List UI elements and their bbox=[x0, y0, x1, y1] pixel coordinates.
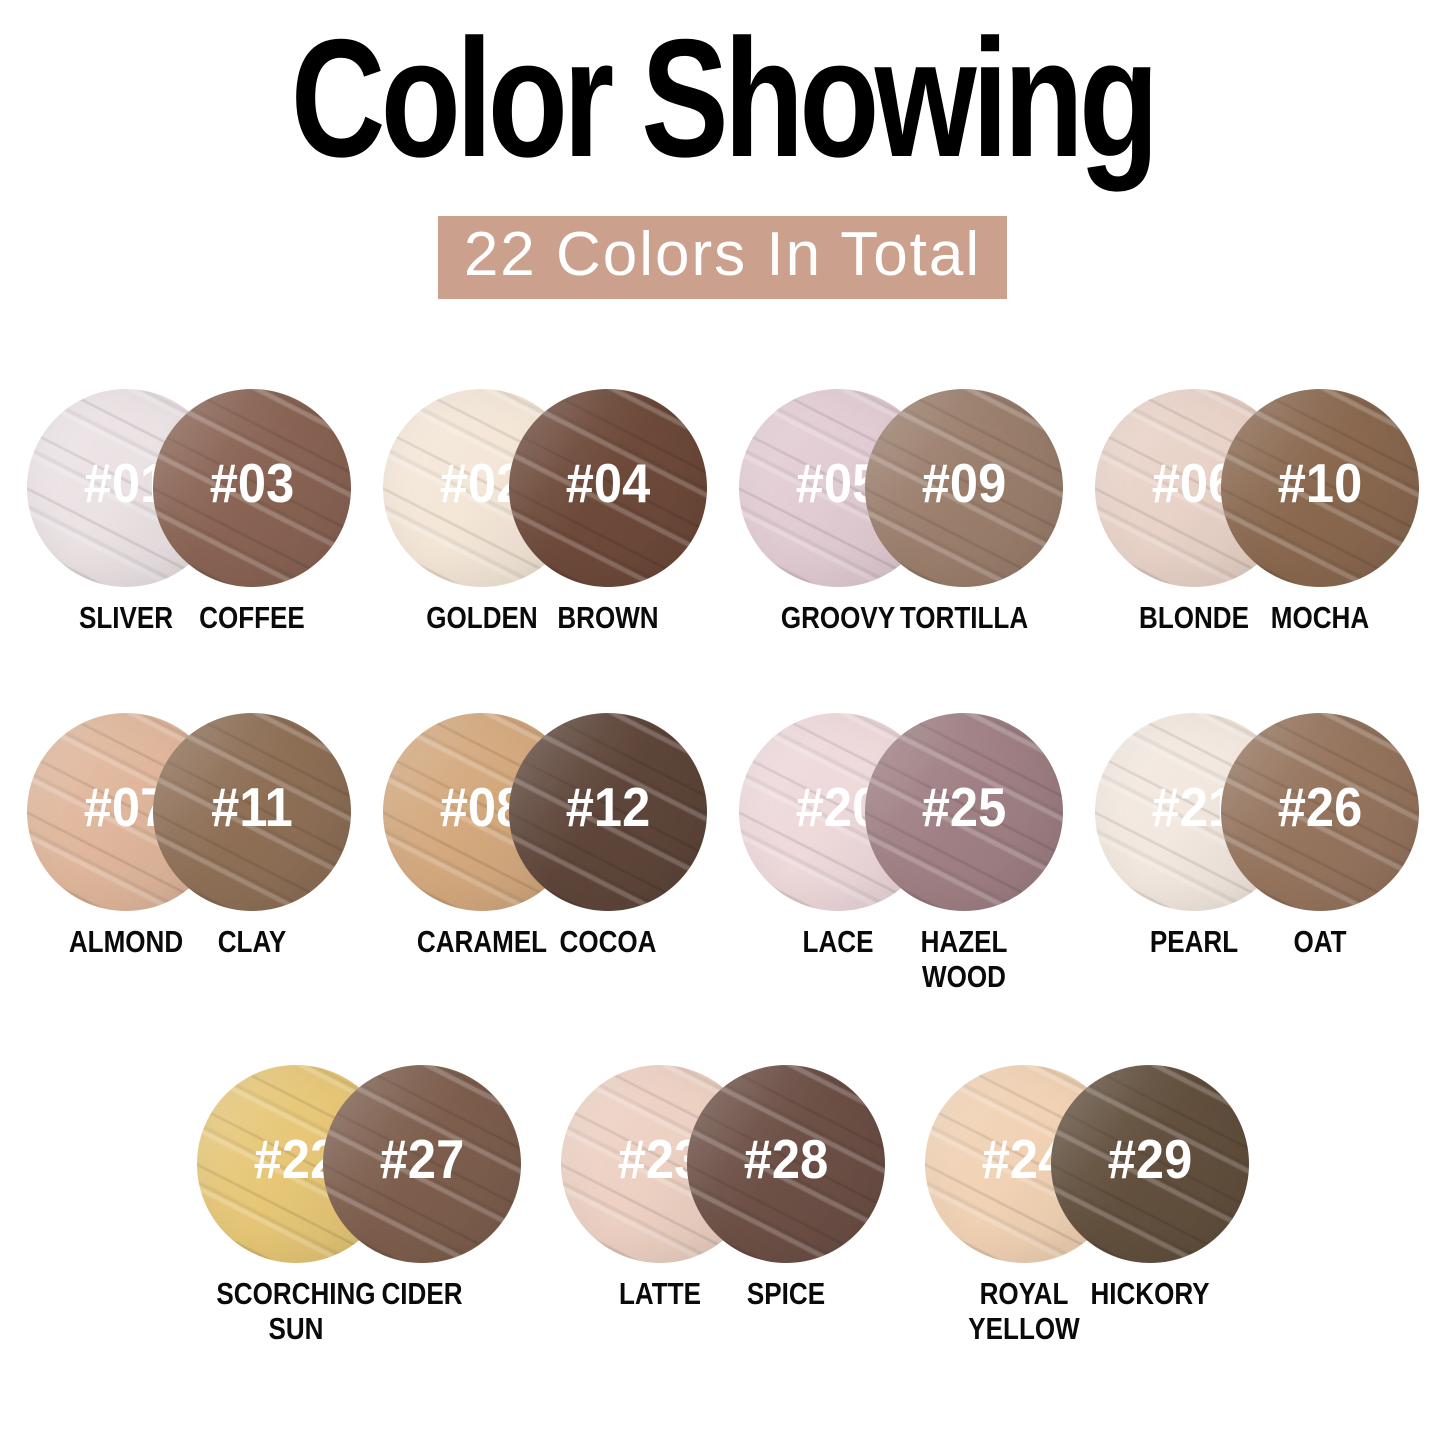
cream-texture bbox=[152, 713, 351, 912]
swatch-circle-29: #29 bbox=[1050, 1065, 1249, 1264]
shade-number: #04 bbox=[565, 452, 650, 515]
cream-texture bbox=[686, 1065, 885, 1264]
shade-number: #28 bbox=[743, 1128, 828, 1191]
swatch-circle-26: #26 bbox=[1220, 713, 1419, 912]
swatch-circle-03: #03 bbox=[152, 389, 351, 588]
shade-name: ROYAL YELLOW bbox=[967, 1276, 1080, 1347]
swatch-circle-28: #28 bbox=[686, 1065, 885, 1264]
swatch-pair-24-29: #24 #29 ROYAL YELLOW HICKORY bbox=[924, 1065, 1249, 1355]
shade-name: GROOVY bbox=[780, 600, 895, 636]
shade-name: CLAY bbox=[217, 924, 286, 960]
cream-texture bbox=[864, 389, 1063, 588]
shade-number: #29 bbox=[1107, 1128, 1192, 1191]
cream-texture bbox=[864, 713, 1063, 912]
swatch-pair-07-11: #07 #11 ALMOND CLAY bbox=[26, 713, 351, 1003]
swatch-pair-05-09: #05 #09 GROOVY TORTILLA bbox=[738, 389, 1063, 679]
shade-name: HAZEL WOOD bbox=[920, 924, 1007, 995]
shade-number: #26 bbox=[1277, 776, 1362, 839]
cream-texture bbox=[1050, 1065, 1249, 1264]
subtitle-badge: 22 Colors In Total bbox=[437, 216, 1008, 300]
shade-number: #25 bbox=[921, 776, 1006, 839]
shade-name: SPICE bbox=[746, 1276, 825, 1312]
shade-name: COFFEE bbox=[198, 600, 305, 636]
swatch-circle-11: #11 bbox=[152, 713, 351, 912]
shade-name: TORTILLA bbox=[899, 600, 1028, 636]
swatch-row-1: #01 #03 SLIVER COFFEE #02 #0 bbox=[0, 389, 1445, 679]
swatch-pair-06-10: #06 #10 BLONDE MOCHA bbox=[1094, 389, 1419, 679]
swatch-pair-02-04: #02 #04 GOLDEN BROWN bbox=[382, 389, 707, 679]
swatch-circle-10: #10 bbox=[1220, 389, 1419, 588]
cream-texture bbox=[152, 389, 351, 588]
swatch-pair-23-28: #23 #28 LATTE SPICE bbox=[560, 1065, 885, 1355]
swatch-pair-20-25: #20 #25 LACE HAZEL WOOD bbox=[738, 713, 1063, 1003]
shade-name: LACE bbox=[802, 924, 873, 960]
cream-texture bbox=[1220, 713, 1419, 912]
shade-name: COCOA bbox=[559, 924, 656, 960]
shade-number: #12 bbox=[565, 776, 650, 839]
swatch-circle-04: #04 bbox=[508, 389, 707, 588]
page-title: Color Showing bbox=[290, 4, 1159, 192]
swatch-pair-08-12: #08 #12 CARAMEL COCOA bbox=[382, 713, 707, 1003]
cream-texture bbox=[322, 1065, 521, 1264]
shade-name: OAT bbox=[1292, 924, 1347, 960]
cream-texture bbox=[508, 389, 707, 588]
shade-name: HICKORY bbox=[1089, 1276, 1210, 1312]
swatch-pair-21-26: #21 #26 PEARL OAT bbox=[1094, 713, 1419, 1003]
shade-name: LATTE bbox=[618, 1276, 701, 1312]
swatch-pair-22-27: #22 #27 SCORCHING SUN CIDER bbox=[196, 1065, 521, 1355]
cream-texture bbox=[1220, 389, 1419, 588]
shade-number: #27 bbox=[379, 1128, 464, 1191]
shade-number: #09 bbox=[921, 452, 1006, 515]
swatch-circle-09: #09 bbox=[864, 389, 1063, 588]
shade-name: CARAMEL bbox=[416, 924, 547, 960]
cream-texture bbox=[508, 713, 707, 912]
shade-name: BLONDE bbox=[1138, 600, 1249, 636]
swatch-row-3: #22 #27 SCORCHING SUN CIDER #23 bbox=[0, 1065, 1445, 1355]
shade-number: #11 bbox=[210, 776, 293, 839]
shade-number: #10 bbox=[1277, 452, 1362, 515]
swatch-circle-12: #12 bbox=[508, 713, 707, 912]
shade-name: BROWN bbox=[556, 600, 659, 636]
swatch-row-2: #07 #11 ALMOND CLAY #08 #12 bbox=[0, 713, 1445, 1003]
swatch-circle-25: #25 bbox=[864, 713, 1063, 912]
shade-name: CIDER bbox=[380, 1276, 463, 1312]
shade-name: PEARL bbox=[1149, 924, 1238, 960]
shade-name: SLIVER bbox=[78, 600, 173, 636]
shade-name: GOLDEN bbox=[425, 600, 538, 636]
shade-name: SCORCHING SUN bbox=[215, 1276, 376, 1347]
shade-name: MOCHA bbox=[1270, 600, 1369, 636]
swatch-circle-27: #27 bbox=[322, 1065, 521, 1264]
swatch-pair-01-03: #01 #03 SLIVER COFFEE bbox=[26, 389, 351, 679]
shade-number: #03 bbox=[209, 452, 294, 515]
shade-name: ALMOND bbox=[68, 924, 183, 960]
